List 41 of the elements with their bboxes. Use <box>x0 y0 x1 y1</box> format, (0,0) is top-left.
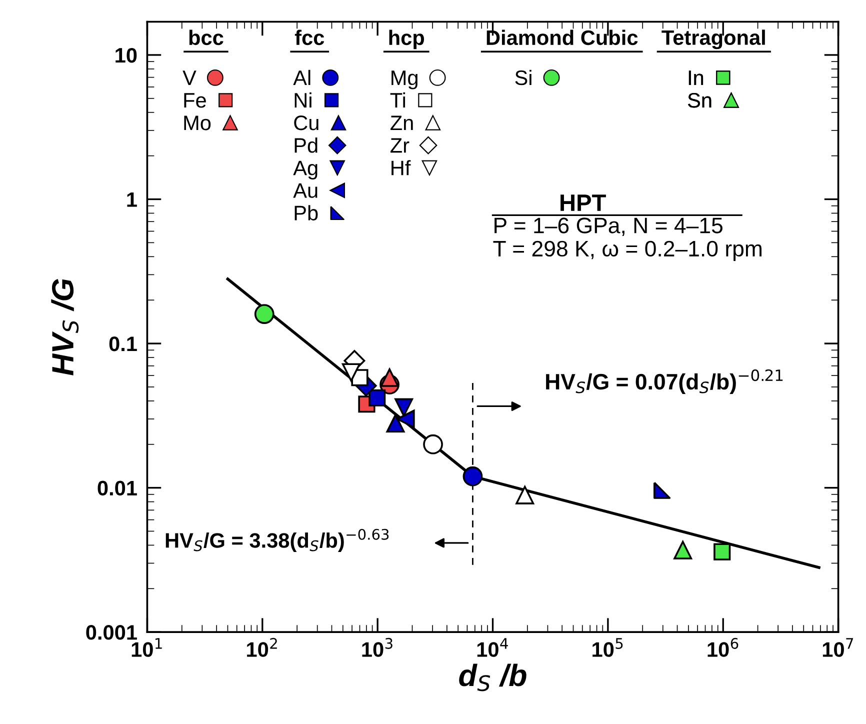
legend-label: In <box>688 70 704 85</box>
x-tick-label: 10$^{6}$ <box>708 638 738 657</box>
annotation: HPT <box>560 194 606 211</box>
legend-label: Al <box>293 70 310 85</box>
legend-label: Mo <box>184 116 211 130</box>
y-axis-title: HV$_{S}$ /G <box>51 278 79 376</box>
y-tick-label: 0.01 <box>98 480 137 496</box>
x-tick-label: 10$^{3}$ <box>362 638 392 657</box>
legend-label: Ag <box>293 160 318 180</box>
y-tick-label: 10 <box>116 48 137 63</box>
legend-label: Pd <box>294 138 318 153</box>
x-tick-label: 10$^{5}$ <box>592 638 623 657</box>
annotation: HV$_{S}$/G = 0.07(d$_{S}$/b)$^{−0.21}$ <box>546 369 783 394</box>
legend-label: Zr <box>390 138 410 153</box>
legend-label: Zn <box>390 116 413 130</box>
annotation: HV$_{S}$/G = 3.38(d$_{S}$/b)$^{−0.63}$ <box>166 528 389 552</box>
legend-label: Hf <box>392 160 411 176</box>
legend-label: Mg <box>392 70 418 90</box>
annotation: T = 298 K, ω = 0.2–1.0 rpm <box>493 240 762 261</box>
annotation: Diamond Cubic <box>486 30 638 46</box>
y-tick-label: 0.1 <box>109 336 137 352</box>
x-tick-label: 10$^{7}$ <box>822 638 854 657</box>
legend-label: Ni <box>294 92 312 108</box>
x-tick-label: 10$^{4}$ <box>477 638 508 657</box>
legend-label: Sn <box>688 92 712 108</box>
legend-label: Au <box>293 183 318 198</box>
x-tick-label: 10$^{2}$ <box>247 638 277 657</box>
y-tick-label: 1 <box>127 192 137 207</box>
legend-label: V <box>182 70 196 85</box>
annotation: fcc <box>294 30 324 46</box>
legend-label: Fe <box>184 93 206 108</box>
annotation: hcp <box>389 30 424 50</box>
annotation: bcc <box>189 30 224 46</box>
x-axis-title: d$_{S}$ /b <box>459 664 526 692</box>
legend-label: Cu <box>294 116 318 130</box>
legend-label: Si <box>515 70 532 86</box>
annotation: P = 1–6 GPa, N = 4–15 <box>494 218 722 236</box>
legend-label: Pb <box>294 205 318 220</box>
annotation: Tetragonal <box>662 30 765 50</box>
y-tick-label: 0.001 <box>86 625 137 640</box>
legend-label: Ti <box>390 92 406 108</box>
